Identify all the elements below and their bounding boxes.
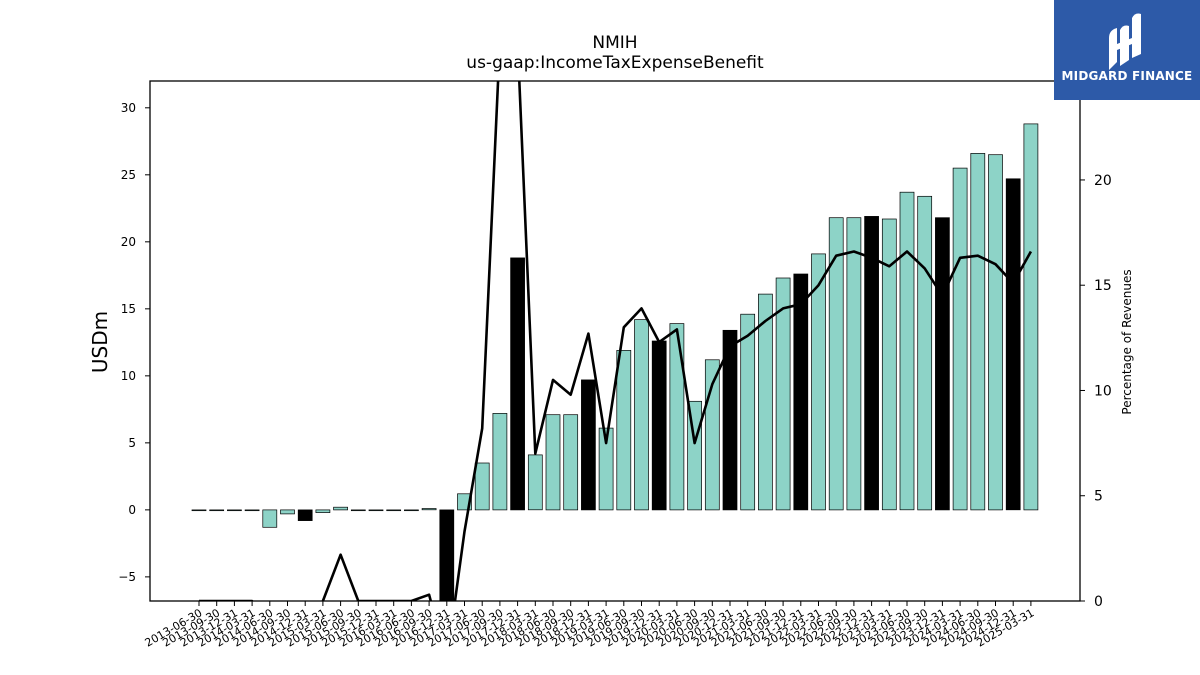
chart-subtitle: us-gaap:IncomeTaxExpenseBenefit (466, 53, 764, 73)
bar-2019-03-31 (598, 427, 614, 511)
bar-2021-09-30 (775, 277, 791, 511)
bar-2020-03-31 (669, 323, 685, 511)
bar-2019-06-30 (616, 350, 632, 511)
bar-2016-09-30 (421, 508, 437, 511)
y2-tick-label: 5 (1094, 489, 1103, 505)
bar-2025-03-31 (1023, 123, 1039, 511)
logo-text: MIDGARD FINANCE (1061, 69, 1193, 83)
y-axis-label: USDm (88, 311, 112, 373)
y-tick-label: 20 (121, 235, 136, 249)
y-tick-label: 0 (128, 503, 136, 517)
y2-tick-label: 10 (1094, 383, 1112, 399)
bar-2019-12-31 (651, 340, 667, 511)
axes-layer: −5051015202530051015202013-06-302013-09-… (118, 80, 1112, 650)
bar-2015-12-31 (368, 509, 384, 512)
bar-2013-12-31 (227, 509, 242, 512)
bar-2016-12-31 (439, 509, 455, 601)
y2-axis-label: Percentage of Revenues (1120, 269, 1134, 414)
bar-2024-03-31 (952, 167, 968, 511)
bar-2020-12-31 (722, 329, 738, 511)
y2-tick-label: 15 (1094, 278, 1112, 294)
bar-2013-09-30 (209, 509, 225, 512)
bar-2022-03-31 (811, 253, 826, 511)
bar-2014-09-30 (280, 509, 295, 515)
bar-2014-12-31 (297, 509, 313, 521)
line-layer (199, 81, 1033, 601)
y-tick-label: 5 (128, 436, 136, 450)
y-tick-label: −5 (118, 570, 136, 584)
bar-2022-12-31 (864, 216, 879, 511)
bars-layer (191, 123, 1039, 601)
bar-2015-03-31 (315, 509, 331, 513)
bar-2017-12-31 (510, 257, 525, 511)
y-tick-label: 25 (121, 168, 136, 182)
bar-2021-03-31 (740, 313, 756, 511)
bar-2018-12-31 (581, 379, 596, 511)
bar-2013-06-30 (191, 509, 207, 512)
bar-2023-09-30 (917, 195, 933, 511)
plot-frame (149, 80, 1081, 602)
chart-title: NMIH (592, 33, 637, 53)
bar-2016-03-31 (386, 509, 402, 512)
y-tick-label: 30 (121, 101, 136, 115)
bar-2017-09-30 (492, 413, 508, 511)
bar-2021-12-31 (793, 273, 809, 511)
revenue-pct-line (199, 81, 1033, 601)
bar-2023-06-30 (899, 191, 915, 511)
bar-2024-06-30 (970, 153, 986, 511)
bar-2019-09-30 (634, 319, 649, 511)
bar-2016-06-30 (404, 509, 419, 512)
y-tick-label: 15 (121, 302, 136, 316)
bar-2023-12-31 (935, 217, 950, 511)
bar-2017-06-30 (474, 462, 490, 511)
bar-2023-03-31 (881, 218, 897, 511)
y-tick-label: 10 (121, 369, 136, 383)
bar-2024-09-30 (988, 154, 1003, 511)
y2-tick-label: 0 (1094, 594, 1103, 610)
midgard-logo-icon (1109, 13, 1141, 70)
bar-2022-09-30 (846, 217, 862, 511)
bar-2018-09-30 (563, 414, 579, 511)
bar-2014-03-31 (244, 509, 260, 512)
bar-2014-06-30 (262, 509, 278, 528)
midgard-finance-logo: MIDGARD FINANCE (1054, 0, 1200, 100)
y2-tick-label: 20 (1094, 173, 1112, 189)
bar-2015-06-30 (333, 506, 348, 511)
bar-2022-06-30 (828, 217, 844, 511)
bar-2024-12-31 (1005, 178, 1021, 511)
bar-2021-06-30 (758, 293, 773, 511)
bar-2018-06-30 (545, 414, 561, 511)
bar-2018-03-31 (527, 454, 543, 511)
bar-2015-09-30 (350, 509, 366, 512)
